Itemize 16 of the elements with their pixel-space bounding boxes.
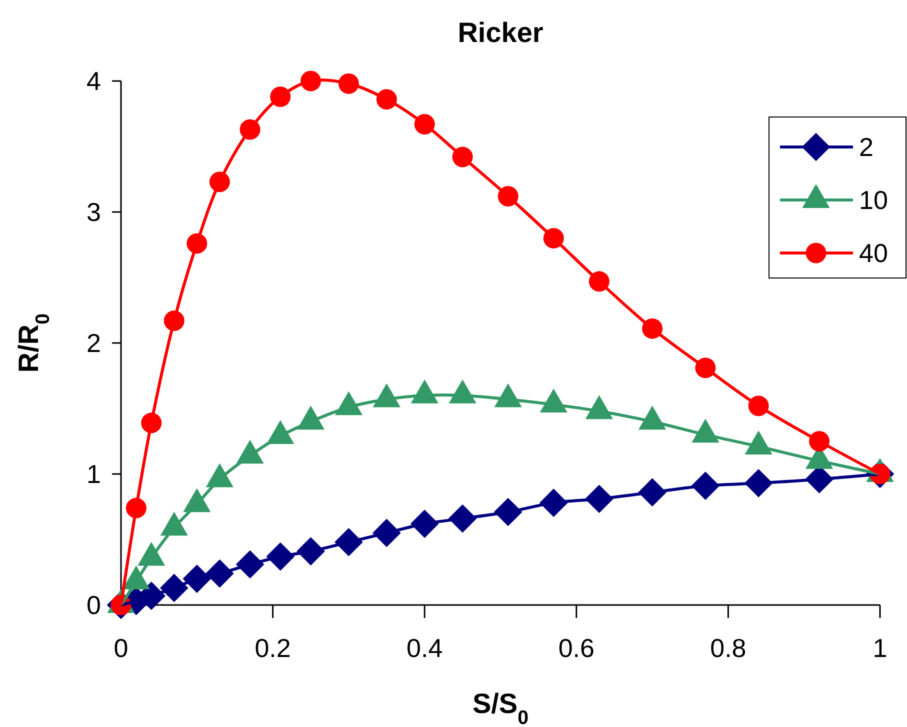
legend-label: 10: [859, 185, 888, 216]
y-tick-label: 1: [86, 459, 101, 490]
y-tick-label: 0: [86, 590, 101, 620]
x-tick-label: 0.6: [558, 633, 594, 663]
x-tick-label: 0: [114, 633, 128, 663]
x-tick-label: 0.8: [710, 633, 746, 663]
legend-label: 40: [859, 238, 888, 268]
x-axis-title: S/S$_{0}$: [472, 688, 529, 727]
x-tick-label: 0.4: [406, 633, 443, 663]
legend-label: 2: [859, 132, 874, 162]
x-tick-label: 1: [872, 633, 888, 663]
y-tick-label: 4: [86, 66, 101, 96]
chart-title: Ricker: [458, 17, 544, 48]
y-tick-label: 3: [86, 197, 101, 228]
x-tick-label: 0.2: [254, 633, 291, 663]
y-tick-label: 2: [86, 328, 101, 358]
